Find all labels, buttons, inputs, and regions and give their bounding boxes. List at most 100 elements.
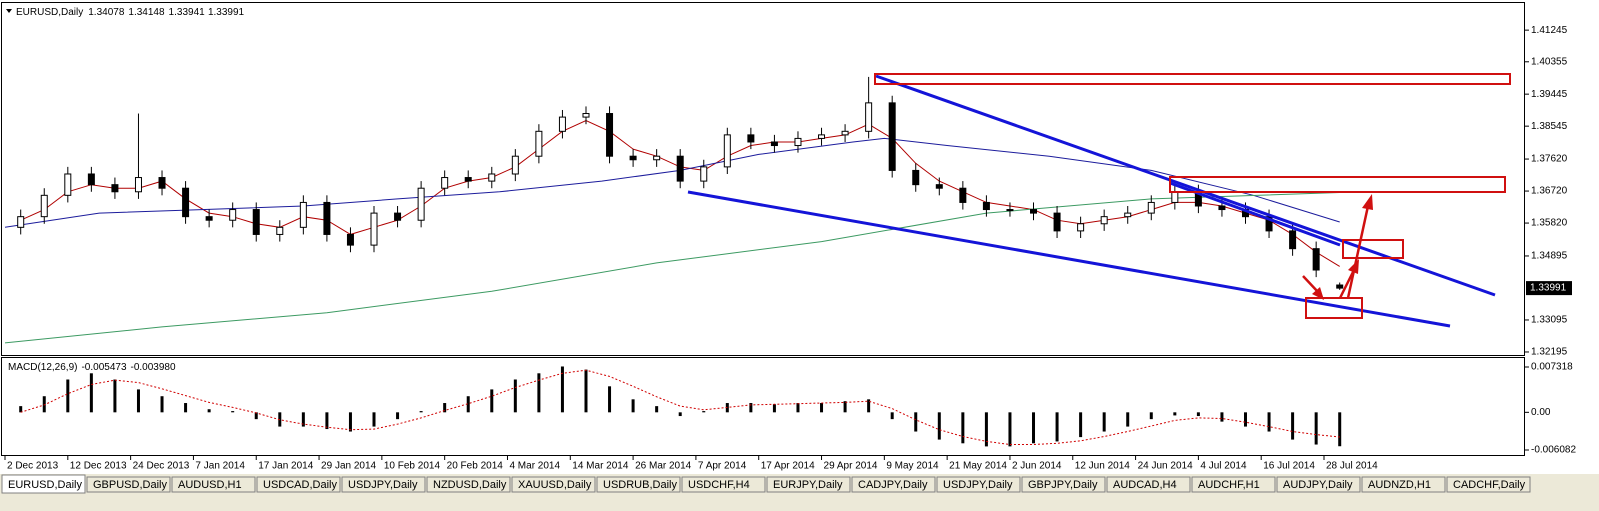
tab-shape[interactable] <box>1446 476 1531 493</box>
macd-bar <box>160 396 164 413</box>
tab-label[interactable]: AUDJPY,Daily <box>1283 479 1353 491</box>
tab-label[interactable]: CADCHF,Daily <box>1453 479 1526 491</box>
candle-body <box>40 194 48 218</box>
tab-shape[interactable] <box>256 476 341 493</box>
tab-shape[interactable] <box>681 476 766 493</box>
macd-bar <box>42 396 46 413</box>
x-tick-label: 2 Jun 2014 <box>1012 461 1062 472</box>
tab[interactable]: AUDCHF,H1 <box>1191 476 1276 493</box>
macd-bar <box>796 403 800 413</box>
tab-label[interactable]: EURUSD,Daily <box>8 479 82 491</box>
x-tick-label: 17 Jan 2014 <box>258 461 313 472</box>
candle-body <box>1218 205 1226 211</box>
macd-bar <box>113 379 117 413</box>
y-tick-label: 1.37620 <box>1531 154 1568 165</box>
candle-body <box>1289 230 1297 250</box>
candle-body <box>1336 284 1344 289</box>
tab-shape[interactable] <box>766 476 851 493</box>
tab-label[interactable]: AUDUSD,H1 <box>178 479 242 491</box>
candle-body <box>370 212 378 246</box>
tab-shape[interactable] <box>1021 476 1106 493</box>
y-tick-label: 1.32195 <box>1531 347 1568 358</box>
current-price-label: 1.33991 <box>1530 283 1567 294</box>
x-tick-label: 26 Mar 2014 <box>635 461 692 472</box>
tab[interactable]: NZDUSD,Daily <box>426 476 511 493</box>
tab-label[interactable]: AUDCHF,H1 <box>1198 479 1260 491</box>
tab[interactable]: USDJPY,Daily <box>341 476 426 493</box>
tab-label[interactable]: NZDUSD,Daily <box>433 479 507 491</box>
tab-shape[interactable] <box>426 476 511 493</box>
tab-shape[interactable] <box>1276 476 1361 493</box>
macd-bar <box>207 409 211 413</box>
tab-shape[interactable] <box>341 476 426 493</box>
tab-label[interactable]: USDJPY,Daily <box>943 479 1013 491</box>
tab-shape[interactable] <box>511 476 596 493</box>
macd-bar <box>702 411 706 413</box>
tab-shape[interactable] <box>1361 476 1446 493</box>
menu-arrow[interactable] <box>6 9 12 13</box>
macd-bar <box>1102 412 1106 432</box>
tab[interactable]: CADCHF,Daily <box>1446 476 1531 493</box>
candle-body <box>558 116 566 132</box>
candle-body <box>87 173 95 186</box>
tab-shape[interactable] <box>1106 476 1191 493</box>
tab-label[interactable]: GBPJPY,Daily <box>1028 479 1098 491</box>
macd-bar <box>1055 412 1059 442</box>
x-tick-label: 17 Apr 2014 <box>761 461 815 472</box>
tab-label[interactable]: USDJPY,Daily <box>348 479 418 491</box>
tab-label[interactable]: XAUUSD,Daily <box>518 479 592 491</box>
tab-label[interactable]: USDCAD,Daily <box>263 479 337 491</box>
ohlc-open: 1.34078 <box>88 7 125 18</box>
tab[interactable]: USDJPY,Daily <box>936 476 1021 493</box>
macd-bar <box>1196 412 1200 417</box>
tab-shape[interactable] <box>171 476 256 493</box>
tab-shape[interactable] <box>1191 476 1276 493</box>
tab[interactable]: GBPUSD,Daily <box>86 476 171 493</box>
tab[interactable]: AUDNZD,H1 <box>1361 476 1446 493</box>
tab[interactable]: EURUSD,Daily <box>1 474 86 494</box>
tab[interactable]: XAUUSD,Daily <box>511 476 596 493</box>
macd-bar <box>961 412 965 444</box>
y-tick-label: 1.36720 <box>1531 186 1568 197</box>
tab-label[interactable]: CADJPY,Daily <box>858 479 928 491</box>
candle-body <box>441 177 449 189</box>
tab-label[interactable]: EURJPY,Daily <box>773 479 843 491</box>
tab[interactable]: GBPJPY,Daily <box>1021 476 1106 493</box>
arrow <box>1338 269 1356 299</box>
y-tick-label: 1.35820 <box>1531 218 1568 229</box>
tab[interactable]: AUDCAD,H4 <box>1106 476 1191 493</box>
arrow-head <box>1312 287 1324 300</box>
tab[interactable]: CADJPY,Daily <box>851 476 936 493</box>
signal-value: -0.003980 <box>131 362 176 373</box>
candle-body <box>229 209 237 221</box>
tab[interactable]: USDCHF,H4 <box>681 476 766 493</box>
tab[interactable]: USDCAD,Daily <box>256 476 341 493</box>
macd-bar <box>1291 412 1295 440</box>
candle-body <box>134 177 142 193</box>
candle-body <box>606 113 614 157</box>
macd-bar <box>490 389 494 413</box>
tab[interactable]: EURJPY,Daily <box>766 476 851 493</box>
tab[interactable]: AUDJPY,Daily <box>1276 476 1361 493</box>
tab-shape[interactable] <box>86 476 171 493</box>
tab-shape[interactable] <box>596 476 681 493</box>
x-tick-label: 21 May 2014 <box>949 461 1007 472</box>
tab-shape[interactable] <box>936 476 1021 493</box>
candle-body <box>723 134 731 168</box>
tab-shape[interactable] <box>851 476 936 493</box>
macd-bar <box>1220 412 1224 422</box>
tab-label[interactable]: AUDCAD,H4 <box>1113 479 1177 491</box>
tab-shape[interactable] <box>1 474 86 494</box>
tab[interactable]: USDRUB,Daily <box>596 476 681 493</box>
macd-bar <box>1267 412 1271 432</box>
macd-bar <box>867 399 871 413</box>
tab-label[interactable]: GBPUSD,Daily <box>93 479 167 491</box>
candle-body <box>629 155 637 161</box>
candle-body <box>346 233 354 246</box>
x-tick-label: 20 Feb 2014 <box>447 461 504 472</box>
tab-label[interactable]: USDCHF,H4 <box>688 479 750 491</box>
tab[interactable]: AUDUSD,H1 <box>171 476 256 493</box>
tab-label[interactable]: USDRUB,Daily <box>603 479 677 491</box>
tab-label[interactable]: AUDNZD,H1 <box>1368 479 1431 491</box>
x-tick-label: 4 Jul 2014 <box>1200 461 1247 472</box>
